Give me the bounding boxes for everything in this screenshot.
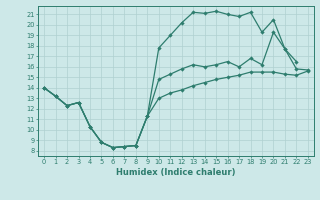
X-axis label: Humidex (Indice chaleur): Humidex (Indice chaleur) bbox=[116, 168, 236, 177]
